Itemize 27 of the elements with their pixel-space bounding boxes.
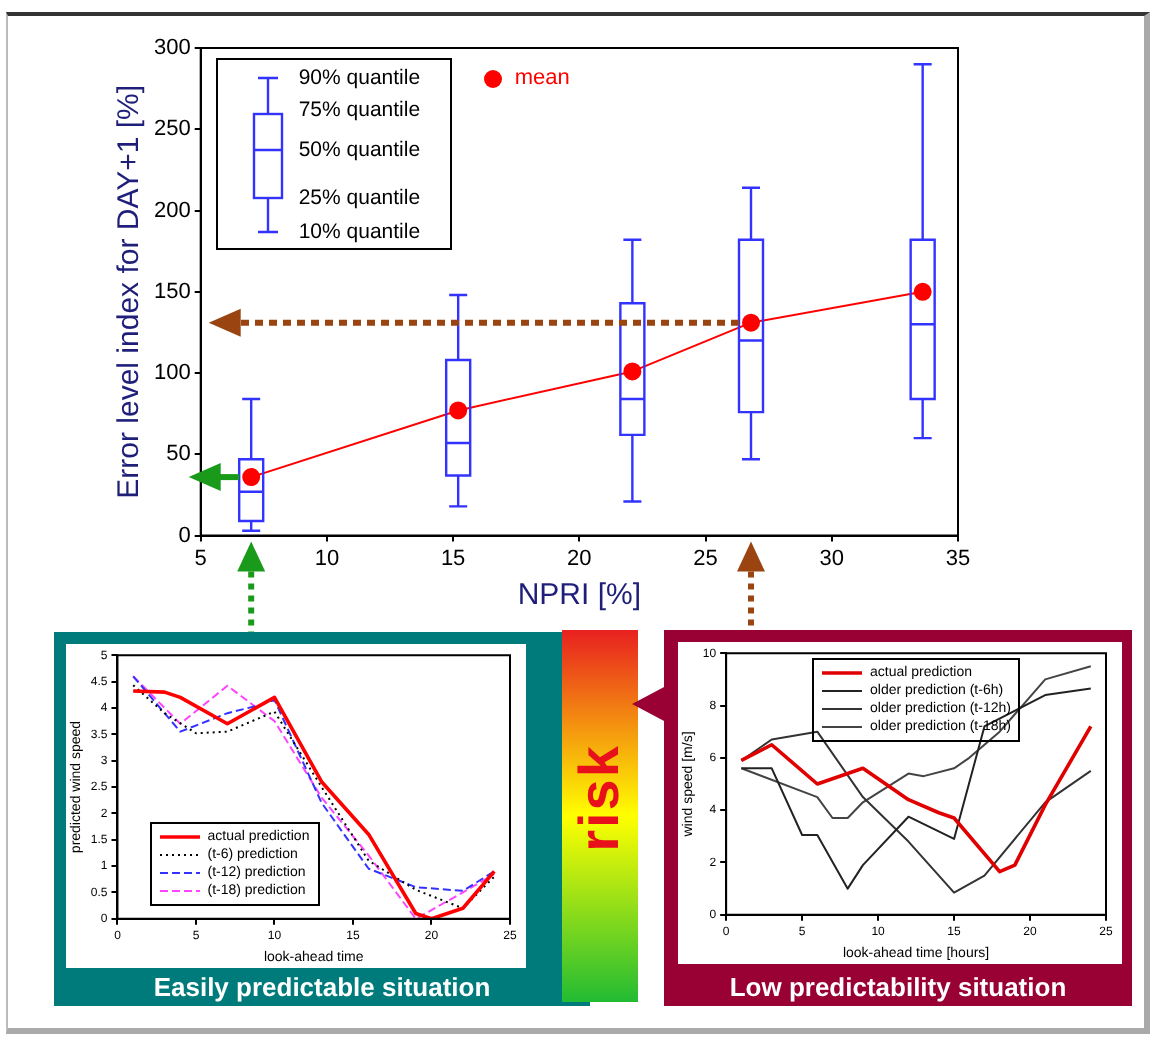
point (623, 362, 642, 381)
y-tick-label: 250 (153, 117, 191, 142)
x-tick-label: 25 (693, 546, 718, 571)
point (242, 468, 261, 487)
point (449, 401, 468, 420)
y-tick-label: 100 (153, 361, 191, 386)
x-tick-label: 35 (945, 546, 971, 571)
point (742, 313, 761, 332)
x-tick-label: 30 (819, 546, 845, 571)
y-tick-label: 150 (153, 279, 191, 304)
point (913, 282, 932, 301)
x-axis-title: NPRI [%] (517, 578, 642, 613)
x-tick-label: 10 (314, 546, 340, 571)
annotation: 25% quantile (298, 186, 421, 210)
y-tick-label: 0 (178, 523, 191, 548)
annotation: 10% quantile (298, 220, 421, 244)
y-tick-label: 50 (166, 442, 191, 467)
y-tick-label: 200 (153, 198, 191, 223)
y-tick-label: 300 (153, 36, 191, 61)
x-tick-label: 20 (567, 546, 592, 571)
annotation: 50% quantile (298, 138, 421, 162)
annotation: 75% quantile (298, 98, 421, 122)
x-tick-label: 5 (194, 546, 207, 571)
legend-label: mean (514, 66, 570, 90)
x-tick-label: 15 (440, 546, 466, 571)
y-axis-title: Error level index for DAY+1 [%] (112, 84, 147, 499)
annotation: 90% quantile (298, 66, 421, 90)
